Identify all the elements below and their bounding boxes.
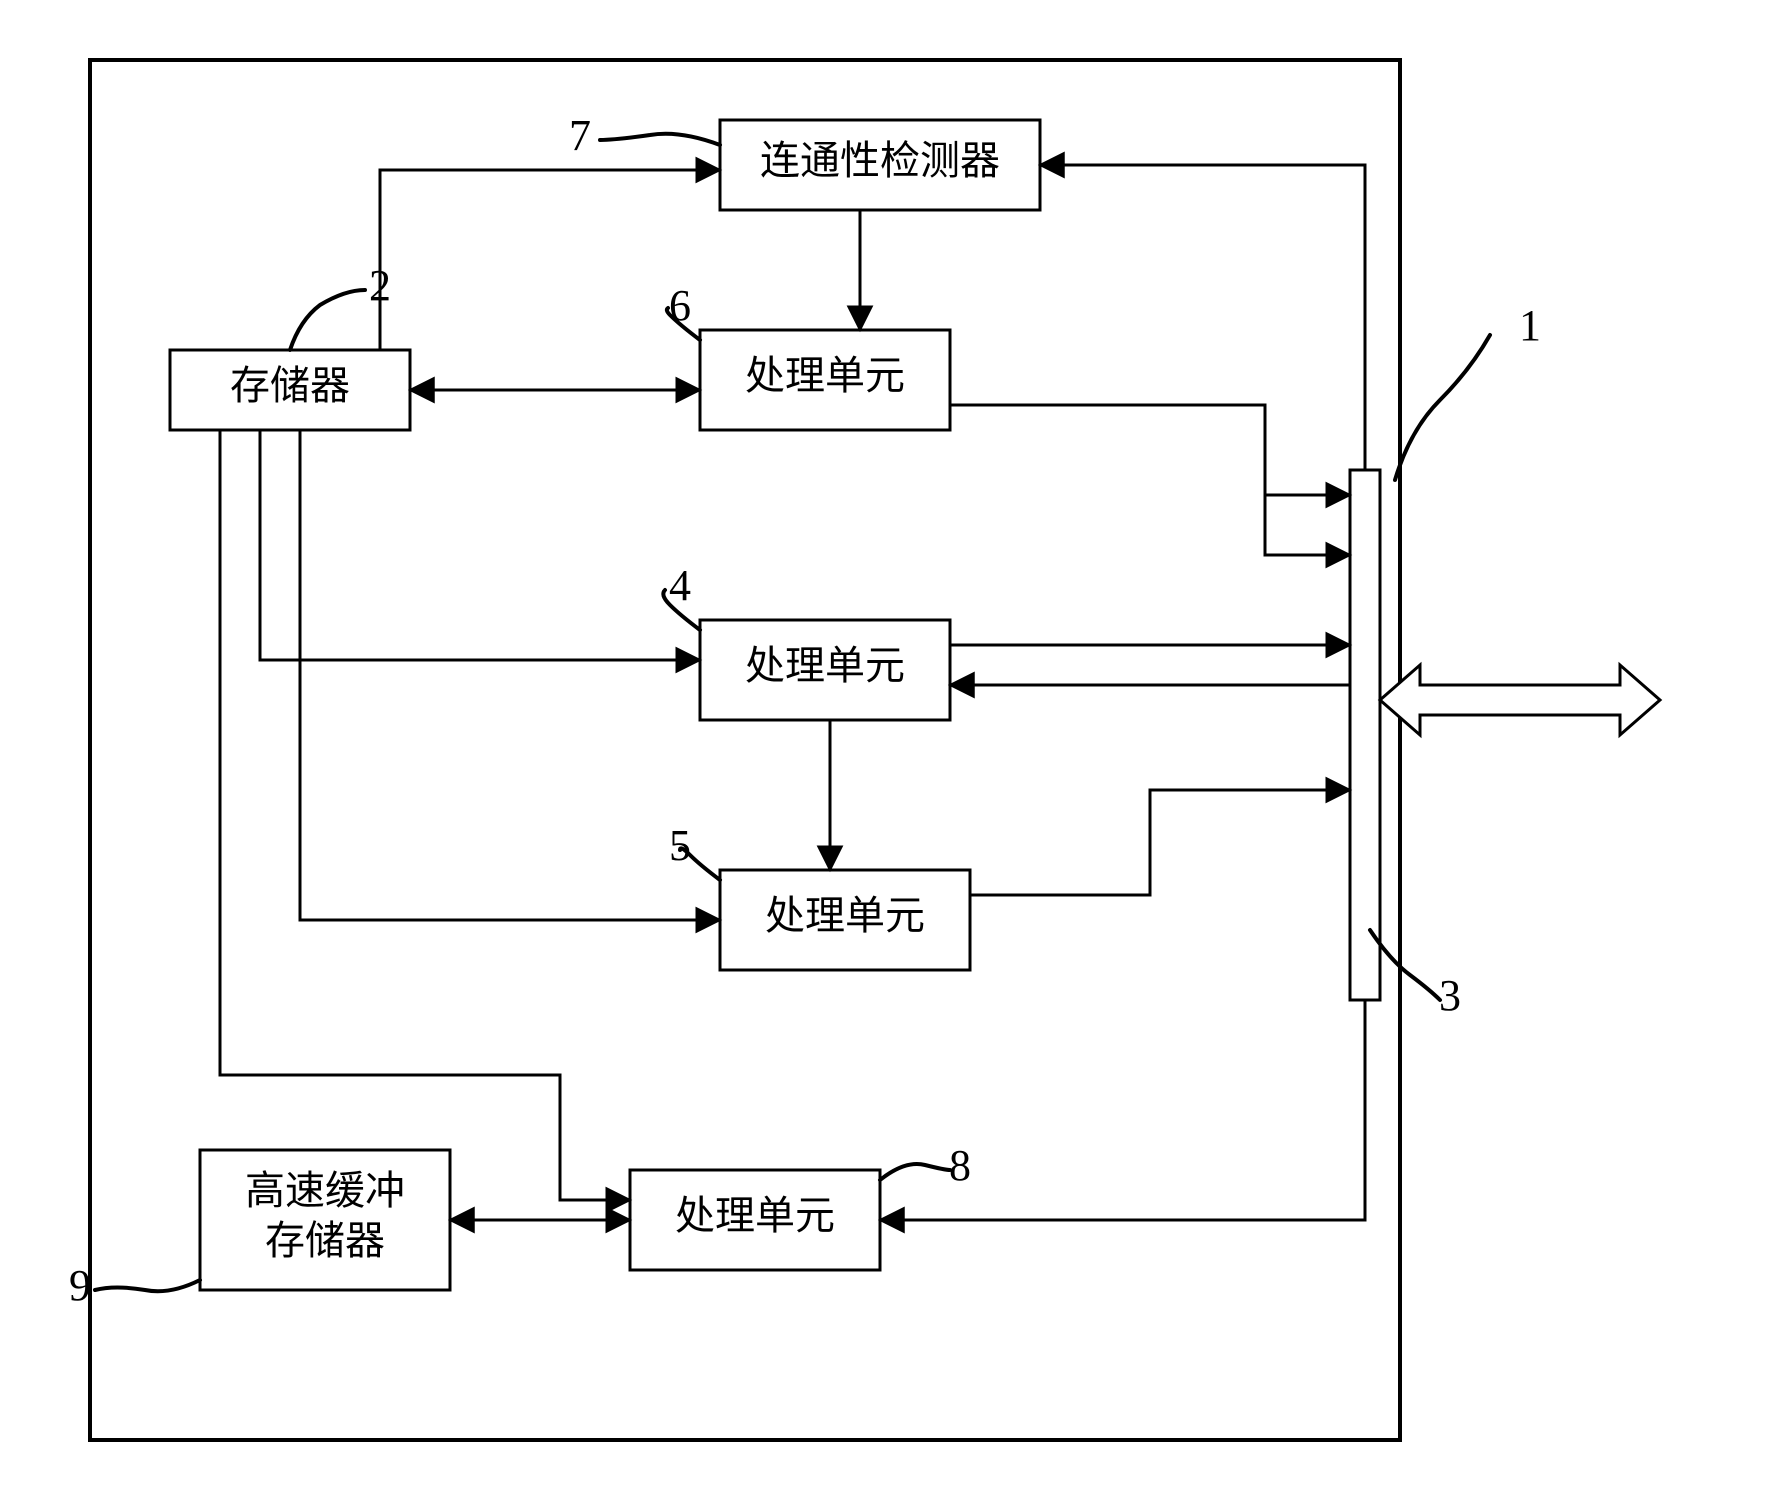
edge-n5-bus bbox=[970, 790, 1350, 895]
node-9-label-line2: 存储器 bbox=[265, 1218, 385, 1263]
node-8-label: 处理单元 bbox=[675, 1193, 835, 1238]
num-label-1: 1 bbox=[1519, 301, 1541, 350]
node-6-processing-unit: 处理单元 bbox=[700, 330, 950, 430]
num-label-2: 2 bbox=[369, 261, 391, 310]
squiggle-1 bbox=[1395, 335, 1490, 480]
node-7-connectivity-detector: 连通性检测器 bbox=[720, 120, 1040, 210]
num-label-3: 3 bbox=[1439, 971, 1461, 1020]
num-label-4: 4 bbox=[669, 561, 691, 610]
node-5-processing-unit: 处理单元 bbox=[720, 870, 970, 970]
edge-n2-n5 bbox=[300, 430, 720, 920]
squiggle-8 bbox=[880, 1164, 950, 1180]
node-9-cache-memory: 高速缓冲 存储器 bbox=[200, 1150, 450, 1290]
num-label-8: 8 bbox=[949, 1141, 971, 1190]
bus-bar bbox=[1350, 470, 1380, 1000]
edge-upper-bus bbox=[1265, 405, 1350, 495]
edge-n6-bus bbox=[950, 405, 1350, 555]
node-4-processing-unit: 处理单元 bbox=[700, 620, 950, 720]
node-7-label: 连通性检测器 bbox=[760, 138, 1000, 183]
num-label-9: 9 bbox=[69, 1261, 91, 1310]
node-9-label-line1: 高速缓冲 bbox=[245, 1168, 405, 1213]
node-2-memory: 存储器 bbox=[170, 350, 410, 430]
node-8-processing-unit: 处理单元 bbox=[630, 1170, 880, 1270]
edge-n2-n4 bbox=[260, 430, 700, 660]
num-label-5: 5 bbox=[669, 821, 691, 870]
node-5-label: 处理单元 bbox=[765, 893, 925, 938]
edge-bus-n7 bbox=[1040, 165, 1365, 470]
node-6-label: 处理单元 bbox=[745, 353, 905, 398]
squiggle-9 bbox=[95, 1280, 200, 1291]
num-label-6: 6 bbox=[669, 281, 691, 330]
block-diagram: 连通性检测器 存储器 处理单元 处理单元 处理单元 处理单元 高速缓冲 存储器 bbox=[0, 0, 1778, 1509]
squiggle-7 bbox=[600, 134, 720, 145]
edge-n2-n8 bbox=[220, 430, 630, 1200]
external-arrow-icon bbox=[1380, 665, 1660, 735]
squiggle-2 bbox=[290, 290, 365, 350]
node-4-label: 处理单元 bbox=[745, 643, 905, 688]
num-label-7: 7 bbox=[569, 111, 591, 160]
node-2-label: 存储器 bbox=[230, 363, 350, 408]
